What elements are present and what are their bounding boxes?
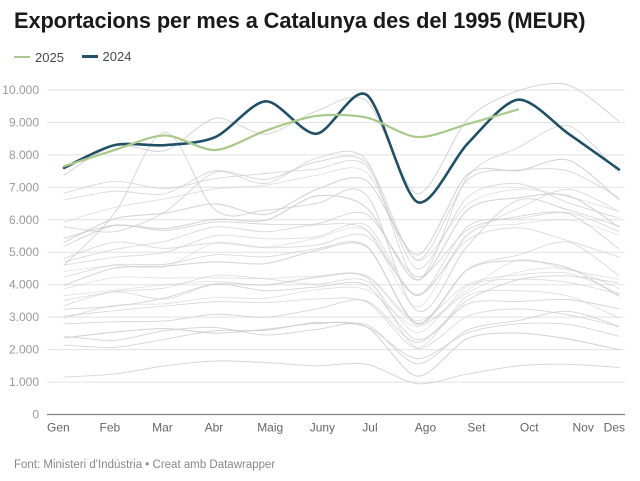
svg-text:6.000: 6.000 xyxy=(9,213,39,227)
svg-text:Nov: Nov xyxy=(573,421,594,435)
svg-text:3.000: 3.000 xyxy=(9,310,39,324)
svg-text:Juny: Juny xyxy=(310,421,335,435)
svg-text:10.000: 10.000 xyxy=(2,83,39,97)
svg-text:Des: Des xyxy=(604,421,625,435)
svg-text:9.000: 9.000 xyxy=(9,116,39,130)
svg-text:Mar: Mar xyxy=(152,421,173,435)
svg-text:8.000: 8.000 xyxy=(9,148,39,162)
svg-text:4.000: 4.000 xyxy=(9,278,39,292)
svg-text:Jul: Jul xyxy=(362,421,377,435)
svg-text:5.000: 5.000 xyxy=(9,245,39,259)
svg-text:Set: Set xyxy=(467,421,486,435)
svg-text:Oct: Oct xyxy=(520,421,539,435)
svg-text:2.000: 2.000 xyxy=(9,343,39,357)
svg-text:Gen: Gen xyxy=(47,421,70,435)
svg-text:Maig: Maig xyxy=(257,421,283,435)
svg-text:Abr: Abr xyxy=(205,421,224,435)
svg-text:7.000: 7.000 xyxy=(9,180,39,194)
svg-text:0: 0 xyxy=(32,408,39,422)
svg-text:Ago: Ago xyxy=(415,421,437,435)
svg-text:Feb: Feb xyxy=(100,421,121,435)
svg-text:1.000: 1.000 xyxy=(9,375,39,389)
